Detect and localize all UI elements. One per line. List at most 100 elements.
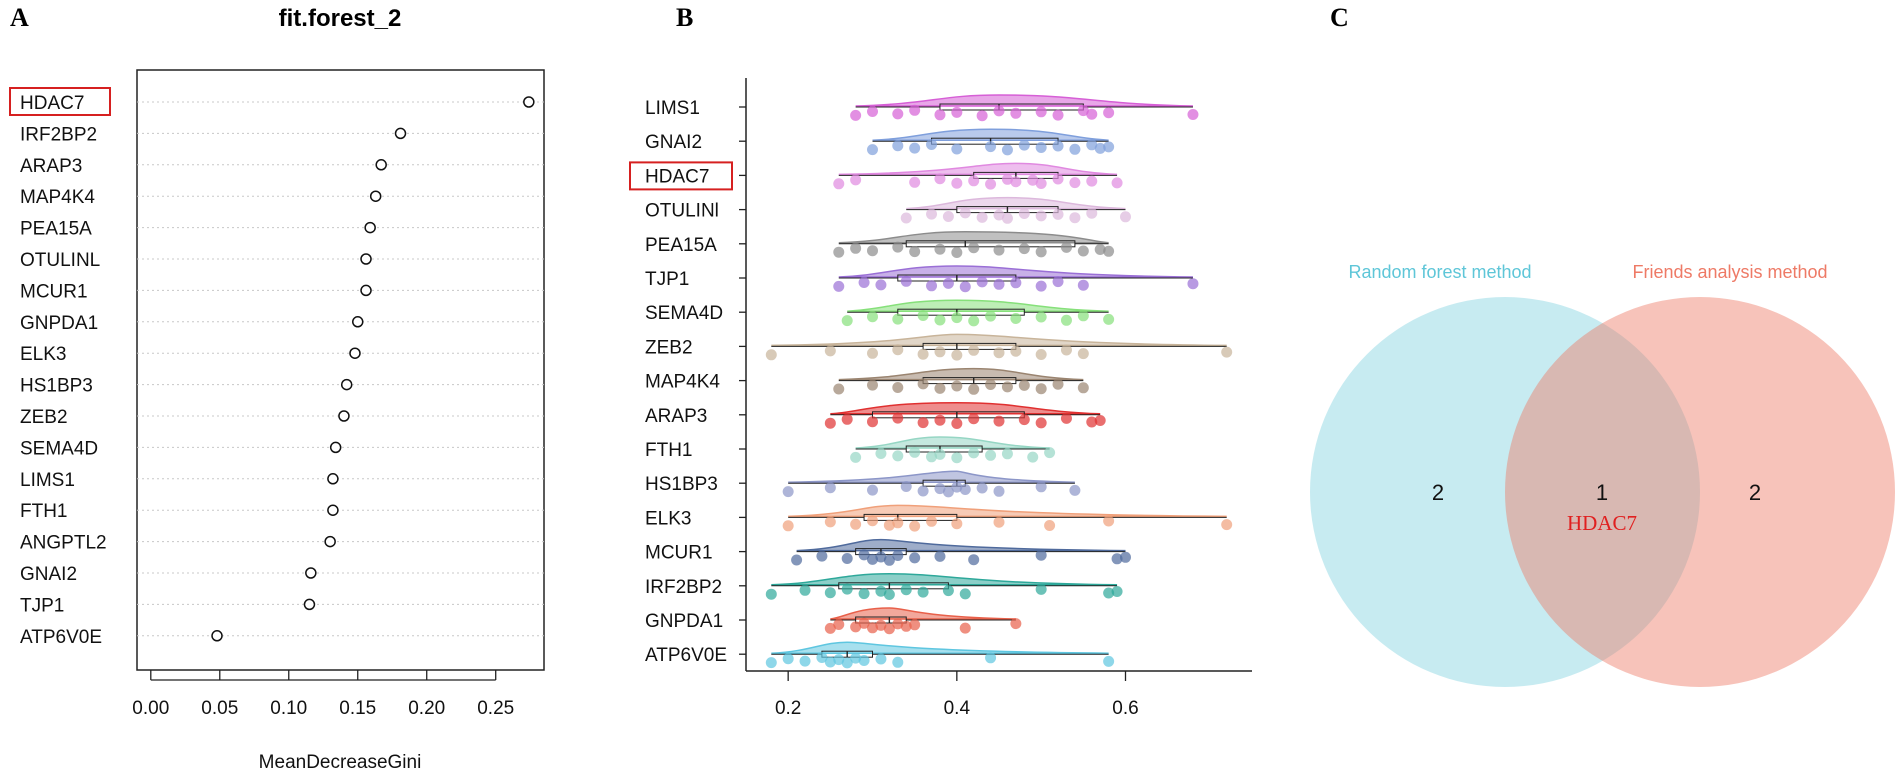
chart-b-point-tjp1: [926, 280, 938, 292]
chart-b-point-irf2bp2: [1111, 586, 1123, 597]
chart-b-gene-label-mcur1: MCUR1: [645, 543, 713, 564]
chart-b-point-hs1bp3: [959, 484, 971, 495]
chart-b-point-gnai2: [1018, 139, 1030, 151]
chart-a-point-angptl2: [324, 535, 336, 548]
chart-a-point-mcur1: [360, 284, 372, 297]
chart-b-point-fth1: [951, 452, 963, 464]
chart-b-point-pea15a: [867, 245, 878, 257]
chart-b-point-atp6v0e: [892, 656, 904, 668]
chart-b-point-gnai2: [1094, 142, 1106, 154]
chart-b-x-tick-label: 0.4: [944, 698, 971, 719]
chart-b-point-lims1: [993, 105, 1005, 117]
chart-b-point-pea15a: [1018, 243, 1030, 255]
chart-b-point-elk3: [850, 518, 862, 530]
chart-b-gene-label-atp6v0e: ATP6V0E: [645, 645, 727, 666]
chart-a-gene-label-sema4d: SEMA4D: [20, 438, 98, 459]
chart-b-point-otulinl: [959, 207, 971, 219]
chart-b-point-zeb2: [1221, 346, 1233, 358]
chart-b-point-zeb2: [951, 349, 963, 361]
chart-a-gene-label-hdac7: HDAC7: [20, 93, 84, 114]
chart-a-gene-label-hs1bp3: HS1BP3: [20, 376, 93, 397]
chart-b-point-irf2bp2: [883, 589, 895, 600]
chart-b-point-tjp1: [858, 277, 870, 288]
chart-b-point-hdac7: [1010, 176, 1022, 188]
chart-b-point-otulinl: [1052, 208, 1064, 220]
chart-b-cloud-elk3: [788, 504, 1227, 518]
chart-b-point-gnpda1: [833, 619, 845, 630]
chart-b-point-pea15a: [1035, 246, 1047, 258]
chart-b-point-sema4d: [1035, 311, 1047, 323]
chart-a-gene-label-gnai2: GNAI2: [20, 564, 77, 585]
chart-b-point-atp6v0e: [985, 652, 997, 664]
chart-b-cloud-hdac7: [838, 162, 1118, 176]
chart-b-point-atp6v0e: [824, 656, 836, 668]
chart-b-point-otulinl: [926, 208, 938, 220]
chart-b-point-hs1bp3: [917, 485, 929, 497]
chart-b-point-atp6v0e: [841, 657, 853, 669]
chart-b-point-irf2bp2: [765, 588, 777, 600]
chart-b-point-sema4d: [841, 315, 853, 327]
chart-b-point-lims1: [976, 110, 988, 122]
venn-set-random-forest: [1310, 297, 1700, 687]
chart-a-point-map4k4: [369, 190, 382, 202]
chart-b-point-sema4d: [867, 311, 878, 323]
chart-a-gene-label-zeb2: ZEB2: [20, 407, 68, 428]
chart-b-point-mcur1: [1111, 553, 1123, 565]
chart-b-x-tick-label: 0.2: [775, 698, 801, 719]
chart-b-point-map4k4: [867, 379, 878, 391]
chart-b-point-irf2bp2: [1035, 583, 1047, 595]
chart-b-point-irf2bp2: [942, 585, 954, 597]
chart-a-gene-label-atp6v0e: ATP6V0E: [20, 627, 102, 648]
chart-b-point-zeb2: [917, 348, 929, 360]
chart-b-point-lims1: [892, 108, 904, 120]
chart-b-point-map4k4: [833, 383, 845, 395]
chart-b-point-pea15a: [934, 243, 946, 255]
chart-b-point-tjp1: [993, 278, 1005, 290]
venn-random-forest-only-count: 2: [1432, 480, 1444, 505]
chart-b-point-sema4d: [1060, 314, 1072, 326]
chart-a-gene-label-irf2bp2: IRF2BP2: [20, 124, 97, 145]
chart-b-point-otulinl: [1069, 212, 1081, 224]
chart-b-gene-label-sema4d: SEMA4D: [645, 303, 723, 324]
chart-b-point-hdac7: [1027, 174, 1039, 186]
chart-b-point-fth1: [985, 449, 997, 461]
chart-b-point-gnai2: [1069, 143, 1081, 155]
chart-b-point-otulinl: [1086, 207, 1098, 219]
chart-b-point-elk3: [993, 516, 1005, 528]
chart-b-point-mcur1: [883, 554, 895, 566]
chart-b-point-gnai2: [867, 144, 878, 156]
chart-b-point-hs1bp3: [1035, 481, 1047, 493]
chart-b-point-mcur1: [841, 553, 853, 564]
chart-b-point-hdac7: [968, 175, 980, 187]
chart-b-point-arap3: [951, 418, 963, 429]
chart-b-point-zeb2: [765, 349, 777, 361]
chart-b-point-pea15a: [850, 242, 862, 254]
chart-b-point-gnpda1: [858, 617, 870, 629]
chart-b-point-gnpda1: [959, 622, 971, 634]
chart-b-point-gnpda1: [824, 622, 836, 634]
chart-b-point-elk3: [1221, 519, 1233, 531]
venn-set-friends-analysis-label: Friends analysis method: [1632, 262, 1827, 282]
chart-b-point-atp6v0e: [858, 655, 870, 666]
chart-b-point-pea15a: [1103, 245, 1115, 257]
chart-a-point-gnai2: [305, 567, 317, 579]
chart-b-point-hdac7: [1001, 173, 1013, 185]
chart-b-point-lims1: [1103, 107, 1115, 119]
chart-b-point-atp6v0e: [850, 652, 862, 664]
chart-b-point-arap3: [1086, 416, 1098, 428]
chart-b-cloud-gnpda1: [830, 607, 1016, 620]
chart-b-point-tjp1: [1187, 278, 1199, 290]
chart-b-point-irf2bp2: [875, 585, 887, 597]
chart-b-point-hs1bp3: [976, 482, 988, 494]
chart-b-point-gnpda1: [883, 623, 895, 635]
chart-b-point-gnai2: [892, 140, 904, 152]
chart-b-cloud-atp6v0e: [771, 641, 1109, 654]
chart-b-point-pea15a: [1094, 244, 1106, 255]
chart-b-point-gnpda1: [867, 622, 878, 634]
chart-b-point-arap3: [824, 417, 836, 429]
chart-a-x-tick-label: 0.05: [201, 698, 238, 719]
chart-b-point-fth1: [926, 451, 938, 463]
chart-b-point-pea15a: [833, 246, 845, 258]
chart-b-point-arap3: [841, 413, 853, 425]
chart-b-point-gnpda1: [850, 621, 862, 633]
